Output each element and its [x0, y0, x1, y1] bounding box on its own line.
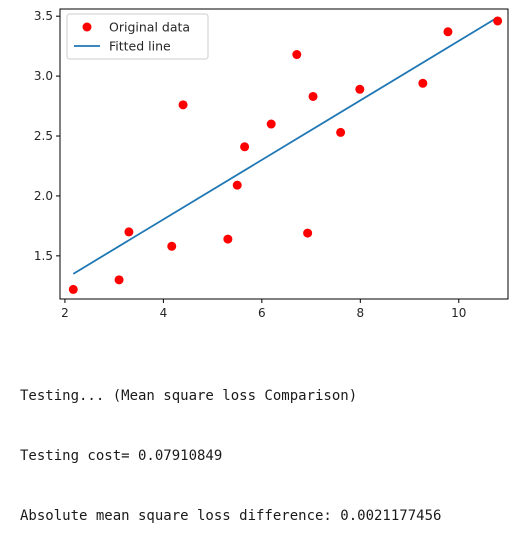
data-point — [355, 84, 365, 94]
y-tick-label: 3.0 — [34, 69, 53, 83]
data-point — [266, 119, 276, 129]
data-point — [443, 27, 453, 37]
console-line-testing: Testing... (Mean square loss Comparison) — [20, 388, 358, 404]
x-tick-label: 6 — [258, 306, 266, 320]
data-point — [232, 180, 242, 190]
console-line-testing-cost: Testing cost= 0.07910849 — [20, 448, 223, 464]
data-point — [418, 78, 428, 88]
data-point — [292, 50, 302, 60]
data-points-layer — [68, 16, 503, 294]
x-tick-label: 8 — [356, 306, 364, 320]
x-axis: 2 4 6 8 10 — [61, 299, 466, 320]
data-point — [303, 228, 313, 238]
data-point — [178, 100, 188, 110]
plot-frame — [59, 8, 509, 300]
data-point — [336, 127, 346, 137]
console-output: Testing... (Mean square loss Comparison)… — [20, 346, 441, 546]
scatter-plot: 2 4 6 8 10 1.5 2.0 2.5 3.0 3.5 Original data Fitt… — [34, 8, 509, 320]
x-tick-label: 4 — [160, 306, 168, 320]
y-tick-label: 2.0 — [34, 189, 53, 203]
data-point — [493, 16, 503, 26]
data-point — [68, 284, 78, 294]
legend-label-original: Original data — [109, 20, 190, 35]
data-point — [223, 234, 233, 244]
data-point — [167, 241, 177, 251]
y-tick-label: 2.5 — [34, 129, 53, 143]
x-tick-label: 2 — [61, 306, 69, 320]
y-tick-label: 3.5 — [34, 9, 53, 23]
console-line-loss-difference: Absolute mean square loss difference: 0.… — [20, 508, 442, 524]
data-point — [114, 275, 124, 285]
data-point — [124, 227, 134, 237]
y-axis: 1.5 2.0 2.5 3.0 3.5 — [34, 9, 60, 263]
legend-label-fitted: Fitted line — [109, 39, 171, 54]
legend: Original data Fitted line — [66, 13, 209, 60]
data-point — [240, 142, 250, 152]
legend-box — [66, 13, 209, 60]
fitted-line — [72, 16, 499, 275]
legend-marker-original — [82, 22, 92, 32]
y-tick-label: 1.5 — [34, 249, 53, 263]
data-point — [308, 91, 318, 101]
x-tick-label: 10 — [451, 306, 466, 320]
fitted-line-layer — [72, 16, 499, 275]
